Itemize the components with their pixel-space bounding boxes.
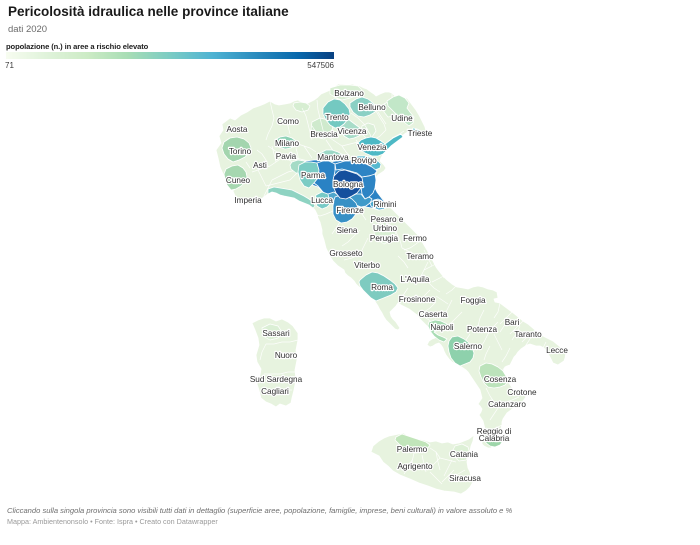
svg-text:Reggio di: Reggio di [477,427,512,436]
svg-text:Como: Como [277,117,299,126]
svg-text:Lecce: Lecce [546,346,568,355]
svg-text:Cagliari: Cagliari [261,387,289,396]
svg-text:Bari: Bari [505,318,520,327]
svg-text:Calabria: Calabria [479,434,510,443]
svg-text:Vicenza: Vicenza [338,127,367,136]
svg-text:Catanzaro: Catanzaro [488,400,526,409]
svg-text:Agrigento: Agrigento [397,462,432,471]
svg-text:Taranto: Taranto [514,330,542,339]
svg-text:Trento: Trento [325,113,349,122]
svg-text:Sassari: Sassari [262,329,289,338]
svg-text:Fermo: Fermo [403,234,427,243]
svg-text:Siena: Siena [337,226,358,235]
svg-text:Bolzano: Bolzano [334,89,364,98]
svg-text:Firenze: Firenze [336,206,364,215]
svg-text:Potenza: Potenza [467,325,497,334]
svg-text:Grosseto: Grosseto [329,249,363,258]
svg-text:Cuneo: Cuneo [226,176,251,185]
svg-text:Bologna: Bologna [333,180,363,189]
svg-text:Palermo: Palermo [397,445,428,454]
svg-text:Siracusa: Siracusa [449,474,481,483]
svg-text:Frosinone: Frosinone [399,295,436,304]
svg-text:Pesaro e: Pesaro e [371,215,404,224]
svg-text:Belluno: Belluno [358,103,386,112]
svg-text:Trieste: Trieste [408,129,433,138]
svg-text:Catania: Catania [450,450,479,459]
svg-text:Torino: Torino [229,147,252,156]
svg-text:Parma: Parma [301,171,326,180]
svg-text:Napoli: Napoli [430,323,453,332]
svg-text:L'Aquila: L'Aquila [401,275,430,284]
svg-text:Teramo: Teramo [406,252,434,261]
svg-text:Salerno: Salerno [454,342,483,351]
svg-text:Mantova: Mantova [317,153,349,162]
svg-text:Foggia: Foggia [460,296,485,305]
svg-text:Milano: Milano [275,139,300,148]
svg-text:Urbino: Urbino [373,224,398,233]
svg-text:Caserta: Caserta [419,310,448,319]
svg-text:Brescia: Brescia [310,130,338,139]
svg-text:Lucca: Lucca [311,196,333,205]
svg-text:Rovigo: Rovigo [351,156,377,165]
svg-text:Viterbo: Viterbo [354,261,380,270]
svg-text:Venezia: Venezia [357,143,387,152]
svg-text:Sud Sardegna: Sud Sardegna [250,375,303,384]
svg-text:Pavia: Pavia [276,152,297,161]
svg-text:Imperia: Imperia [234,196,262,205]
svg-text:Udine: Udine [391,114,413,123]
svg-text:Rimini: Rimini [374,200,397,209]
svg-text:Roma: Roma [371,283,393,292]
svg-text:Asti: Asti [253,161,267,170]
svg-text:Aosta: Aosta [227,125,248,134]
svg-text:Perugia: Perugia [370,234,399,243]
svg-text:Nuoro: Nuoro [275,351,298,360]
svg-text:Crotone: Crotone [507,388,537,397]
svg-text:Cosenza: Cosenza [484,375,517,384]
